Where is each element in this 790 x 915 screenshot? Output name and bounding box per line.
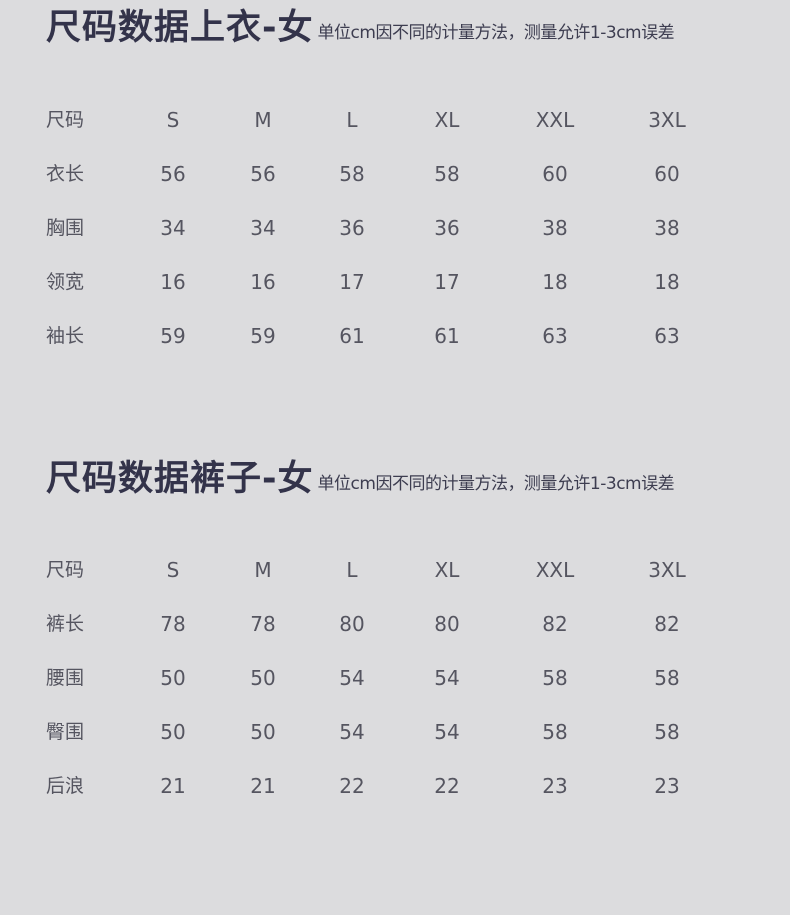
measurement-value: 61 (434, 324, 460, 348)
measurement-value: 38 (542, 216, 568, 240)
size-header: XXL (535, 108, 575, 132)
measurement-value: 50 (160, 720, 186, 744)
measurement-value: 78 (160, 612, 186, 636)
measurement-value: 22 (434, 774, 460, 798)
measurement-value: 58 (542, 666, 568, 690)
measurement-value: 82 (542, 612, 568, 636)
size-header: S (166, 558, 180, 582)
row-label: 后浪 (46, 775, 85, 797)
measurement-value: 50 (250, 666, 276, 690)
measurement-value: 59 (250, 324, 276, 348)
measurement-value: 18 (654, 270, 680, 294)
size-header: L (346, 558, 358, 582)
measurement-value: 56 (160, 162, 186, 186)
size-header: XL (434, 558, 460, 582)
measurement-value: 54 (339, 720, 365, 744)
measurement-value: 17 (434, 270, 460, 294)
measurement-note: 单位cm因不同的计量方法，测量允许1-3cm误差 (317, 23, 675, 43)
row-label: 袖长 (46, 325, 85, 347)
measurement-value: 38 (654, 216, 680, 240)
measurement-value: 61 (339, 324, 365, 348)
row-label: 裤长 (46, 613, 85, 635)
size-header: XL (434, 108, 460, 132)
table-row: 裤长 78 78 80 80 82 82 (0, 609, 790, 639)
measurement-value: 21 (250, 774, 276, 798)
measurement-value: 63 (654, 324, 680, 348)
table-row: 臀围 50 50 54 54 58 58 (0, 717, 790, 747)
measurement-value: 36 (339, 216, 365, 240)
measurement-value: 58 (434, 162, 460, 186)
pants-size-title: 尺码数据裤子-女 单位cm因不同的计量方法，测量允许1-3cm误差 (46, 459, 675, 499)
measurement-value: 17 (339, 270, 365, 294)
size-header: XXL (535, 558, 575, 582)
table-row: 后浪 21 21 22 22 23 23 (0, 771, 790, 801)
measurement-value: 60 (542, 162, 568, 186)
row-label: 尺码 (46, 109, 85, 131)
measurement-value: 36 (434, 216, 460, 240)
measurement-value: 58 (654, 666, 680, 690)
measurement-value: 58 (339, 162, 365, 186)
measurement-value: 82 (654, 612, 680, 636)
row-label: 胸围 (46, 217, 85, 239)
measurement-value: 54 (434, 720, 460, 744)
size-header: L (346, 108, 358, 132)
measurement-value: 54 (339, 666, 365, 690)
top-size-title: 尺码数据上衣-女 单位cm因不同的计量方法，测量允许1-3cm误差 (46, 8, 675, 48)
measurement-value: 60 (654, 162, 680, 186)
measurement-value: 16 (250, 270, 276, 294)
measurement-value: 63 (542, 324, 568, 348)
section-title: 尺码数据裤子-女 (46, 459, 314, 499)
measurement-value: 78 (250, 612, 276, 636)
size-header: S (166, 108, 180, 132)
row-label: 衣长 (46, 163, 85, 185)
size-header: 3XL (648, 108, 686, 132)
measurement-value: 18 (542, 270, 568, 294)
measurement-value: 22 (339, 774, 365, 798)
row-label: 臀围 (46, 721, 85, 743)
row-label: 尺码 (46, 559, 85, 581)
measurement-value: 34 (160, 216, 186, 240)
row-label: 腰围 (46, 667, 85, 689)
measurement-value: 58 (654, 720, 680, 744)
measurement-value: 58 (542, 720, 568, 744)
size-header: 3XL (648, 558, 686, 582)
measurement-value: 80 (434, 612, 460, 636)
table-row: 衣长 56 56 58 58 60 60 (0, 159, 790, 189)
measurement-value: 34 (250, 216, 276, 240)
section-title: 尺码数据上衣-女 (46, 8, 314, 48)
table-header-row: 尺码 S M L XL XXL 3XL (0, 105, 790, 135)
measurement-value: 23 (654, 774, 680, 798)
row-label: 领宽 (46, 271, 85, 293)
measurement-value: 23 (542, 774, 568, 798)
measurement-value: 54 (434, 666, 460, 690)
table-row: 腰围 50 50 54 54 58 58 (0, 663, 790, 693)
measurement-value: 21 (160, 774, 186, 798)
measurement-value: 59 (160, 324, 186, 348)
measurement-value: 16 (160, 270, 186, 294)
measurement-value: 80 (339, 612, 365, 636)
size-header: M (254, 108, 272, 132)
measurement-value: 50 (250, 720, 276, 744)
table-row: 胸围 34 34 36 36 38 38 (0, 213, 790, 243)
measurement-value: 56 (250, 162, 276, 186)
size-header: M (254, 558, 272, 582)
measurement-value: 50 (160, 666, 186, 690)
table-header-row: 尺码 S M L XL XXL 3XL (0, 555, 790, 585)
measurement-note: 单位cm因不同的计量方法，测量允许1-3cm误差 (317, 474, 675, 494)
table-row: 领宽 16 16 17 17 18 18 (0, 267, 790, 297)
table-row: 袖长 59 59 61 61 63 63 (0, 321, 790, 351)
